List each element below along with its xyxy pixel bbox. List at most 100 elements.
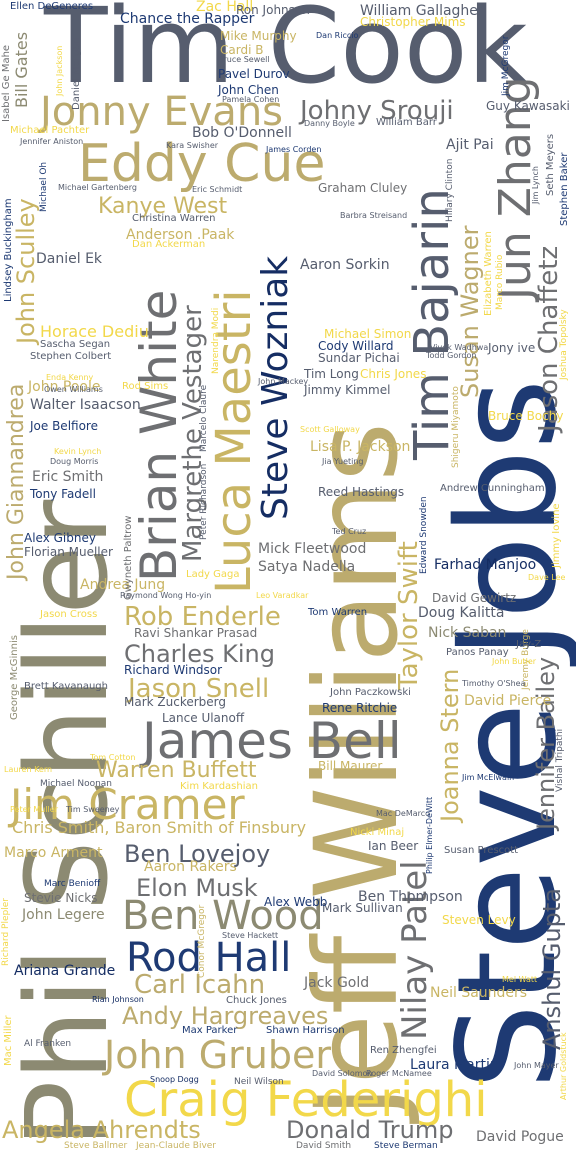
- word-michael-pachter: Michael Pachter: [10, 125, 90, 136]
- word-mike-murphy: Mike Murphy: [220, 29, 297, 43]
- word-anshul-gupta: Anshul Gupta: [538, 887, 566, 1050]
- word-eric-schmidt: Eric Schmidt: [192, 185, 243, 194]
- word-leo-varadkar: Leo Varadkar: [256, 591, 309, 600]
- word-ted-cruz: Ted Cruz: [332, 527, 367, 536]
- word-michael-oh: Michael Oh: [39, 161, 49, 212]
- word-tom-cotton: Tom Cotton: [90, 753, 136, 762]
- word-scott-galloway: Scott Galloway: [300, 425, 360, 434]
- word-al-franken: Al Franken: [24, 1039, 72, 1049]
- word-stephen-colbert: Stephen Colbert: [30, 351, 112, 362]
- word-dan-ackerman: Dan Ackerman: [132, 239, 206, 250]
- word-lance-ulanoff: Lance Ulanoff: [162, 711, 245, 725]
- word-steve-wozniak: Steve Wozniak: [255, 255, 296, 520]
- word-andrea-jung: Andrea Jung: [80, 577, 166, 593]
- word-conor-mcgregor: Conor McGregor: [197, 904, 207, 978]
- word-tim-long: Tim Long: [304, 367, 359, 381]
- word-richard-windsor: Richard Windsor: [124, 663, 223, 677]
- word-joshua-topolsky: Joshua Topolsky: [559, 309, 569, 380]
- word-timothy-oshea: Timothy O'Shea: [462, 679, 526, 688]
- word-elon-musk: Elon Musk: [136, 874, 258, 902]
- word-barbra-streisand: Barbra Streisand: [340, 211, 408, 220]
- word-john-legere: John Legere: [22, 907, 105, 923]
- word-john-mackey: John Mackey: [258, 377, 309, 386]
- word-elizabeth-warren: Elizabeth Warren: [483, 231, 494, 316]
- word-jonny-evans: Jonny Evans: [40, 89, 284, 135]
- word-horace-dediu: Horace Dediu: [40, 322, 149, 341]
- word-warren-buffett: Warren Buffett: [96, 758, 257, 783]
- word-pavel-durov: Pavel Durov: [218, 67, 290, 81]
- word-ben-lovejoy: Ben Lovejoy: [124, 840, 271, 868]
- word-florian-mueller: Florian Mueller: [24, 545, 113, 559]
- word-ellen-degeneres: Ellen DeGeneres: [10, 1, 94, 12]
- word-jason-cross: Jason Cross: [40, 609, 98, 620]
- word-joanna-stern: Joanna Stern: [436, 668, 464, 822]
- word-christina-warren: Christina Warren: [132, 213, 216, 224]
- word-panos-panay: Panos Panay: [446, 647, 509, 658]
- word-danny-boyle: Danny Boyle: [304, 119, 355, 128]
- word-seth-meyers: Seth Meyers: [545, 133, 556, 196]
- word-roger-mcnamee: Roger McNamee: [366, 1069, 432, 1078]
- word-peter-muller: Peter Muller: [10, 805, 58, 814]
- word-cody-willard: Cody Willard: [318, 339, 394, 353]
- word-sascha-segan: Sascha Segan: [40, 339, 111, 350]
- word-richard-plepler: Richard Plepler: [1, 898, 11, 966]
- word-kanye-west: Kanye West: [98, 194, 228, 219]
- word-zac-hall: Zac Hall: [196, 0, 254, 15]
- word-carl-icahn: Carl Icahn: [134, 970, 266, 1000]
- word-john-chen: John Chen: [218, 83, 279, 97]
- word-gwyneth-paltrow: Gwyneth Paltrow: [123, 515, 134, 600]
- word-doug-morris: Doug Morris: [50, 457, 99, 466]
- word-daniel-morgan: Daniel Morgan: [71, 37, 82, 110]
- word-donald-trump: Donald Trump: [286, 1116, 454, 1144]
- word-farhad-manjoo: Farhad Manjoo: [434, 557, 537, 573]
- word-marco-rubio: Marco Rubio: [495, 254, 505, 310]
- word-mick-fleetwood: Mick Fleetwood: [258, 541, 367, 557]
- word-jim-mcelwain: Jim McElwain: [462, 773, 515, 782]
- word-daniel-ek: Daniel Ek: [36, 251, 103, 267]
- word-chance-the-rapper: Chance the Rapper: [120, 11, 255, 27]
- word-susan-prescott: Susan Prescott: [444, 845, 519, 856]
- word-eddy-cue: Eddy Cue: [78, 134, 326, 194]
- word-george-mcginnis: George McGinnis: [9, 635, 20, 720]
- word-raymond-wong-ho-yin: Raymond Wong Ho-yin: [120, 591, 212, 600]
- word-mark-sullivan: Mark Sullivan: [322, 901, 403, 915]
- word-jennifer-aniston: Jennifer Aniston: [20, 137, 84, 146]
- word-steve-ballmer: Steve Ballmer: [64, 1141, 128, 1151]
- word-kim-kardashian: Kim Kardashian: [180, 781, 258, 792]
- word-owen-williams: Owen Williams: [44, 385, 103, 394]
- word-david-smith: David Smith: [296, 1141, 352, 1151]
- word-isabel-ge-mahe: Isabel Ge Mahe: [1, 44, 12, 122]
- word-william-gallagher: William Gallagher: [360, 3, 484, 19]
- word-joe-belfiore: Joe Belfiore: [30, 419, 98, 433]
- word-marc-benioff: Marc Benioff: [44, 879, 101, 889]
- word-bruce-bochy: Bruce Bochy: [488, 409, 564, 423]
- word-vishal-tripathi: Vishal Tripathi: [555, 728, 565, 792]
- word-david-pierce: David Pierce: [464, 693, 552, 709]
- word-jim-cramer: Jim Cramer: [10, 780, 245, 829]
- word-william-barr: William Barr: [376, 117, 437, 128]
- word-dan-riccio: Dan Riccio: [316, 31, 359, 40]
- word-walter-isaacson: Walter Isaacson: [30, 397, 141, 413]
- word-andrew-cunningham: Andrew Cunningham: [440, 483, 545, 494]
- word-tim-bajarin: Tim Bajarin: [404, 188, 460, 460]
- word-philip-elmer-dewitt: Philip Elmer-DeWitt: [425, 796, 434, 874]
- word-sundar-pichai: Sundar Pichai: [318, 351, 400, 365]
- word-lady-gaga: Lady Gaga: [186, 569, 240, 580]
- word-pamela-cohen: Pamela Cohen: [222, 95, 280, 104]
- word-neil-saunders: Neil Saunders: [430, 985, 528, 1001]
- word-mark-zuckerberg: Mark Zuckerberg: [124, 695, 227, 709]
- word-david-pogue: David Pogue: [476, 1129, 564, 1145]
- word-arthur-goldstuck: Arthur Goldstuck: [559, 1032, 568, 1100]
- word-bill-gates: Bill Gates: [12, 31, 31, 108]
- word-nick-saban: Nick Saban: [428, 625, 507, 641]
- word-john-mayer: John Mayer: [514, 1061, 559, 1070]
- word-michael-simon: Michael Simon: [324, 327, 412, 341]
- word-alex-webb: Alex Webb: [264, 895, 328, 909]
- word-rod-hall: Rod Hall: [126, 935, 292, 981]
- word-bill-maurer: Bill Maurer: [318, 759, 383, 773]
- word-steve-berman: Steve Berman: [374, 1141, 438, 1151]
- word-mac-miller: Mac Miller: [3, 1015, 14, 1066]
- word-graham-cluley: Graham Cluley: [318, 181, 408, 195]
- word-nilay-patel: Nilay Patel: [395, 860, 435, 1040]
